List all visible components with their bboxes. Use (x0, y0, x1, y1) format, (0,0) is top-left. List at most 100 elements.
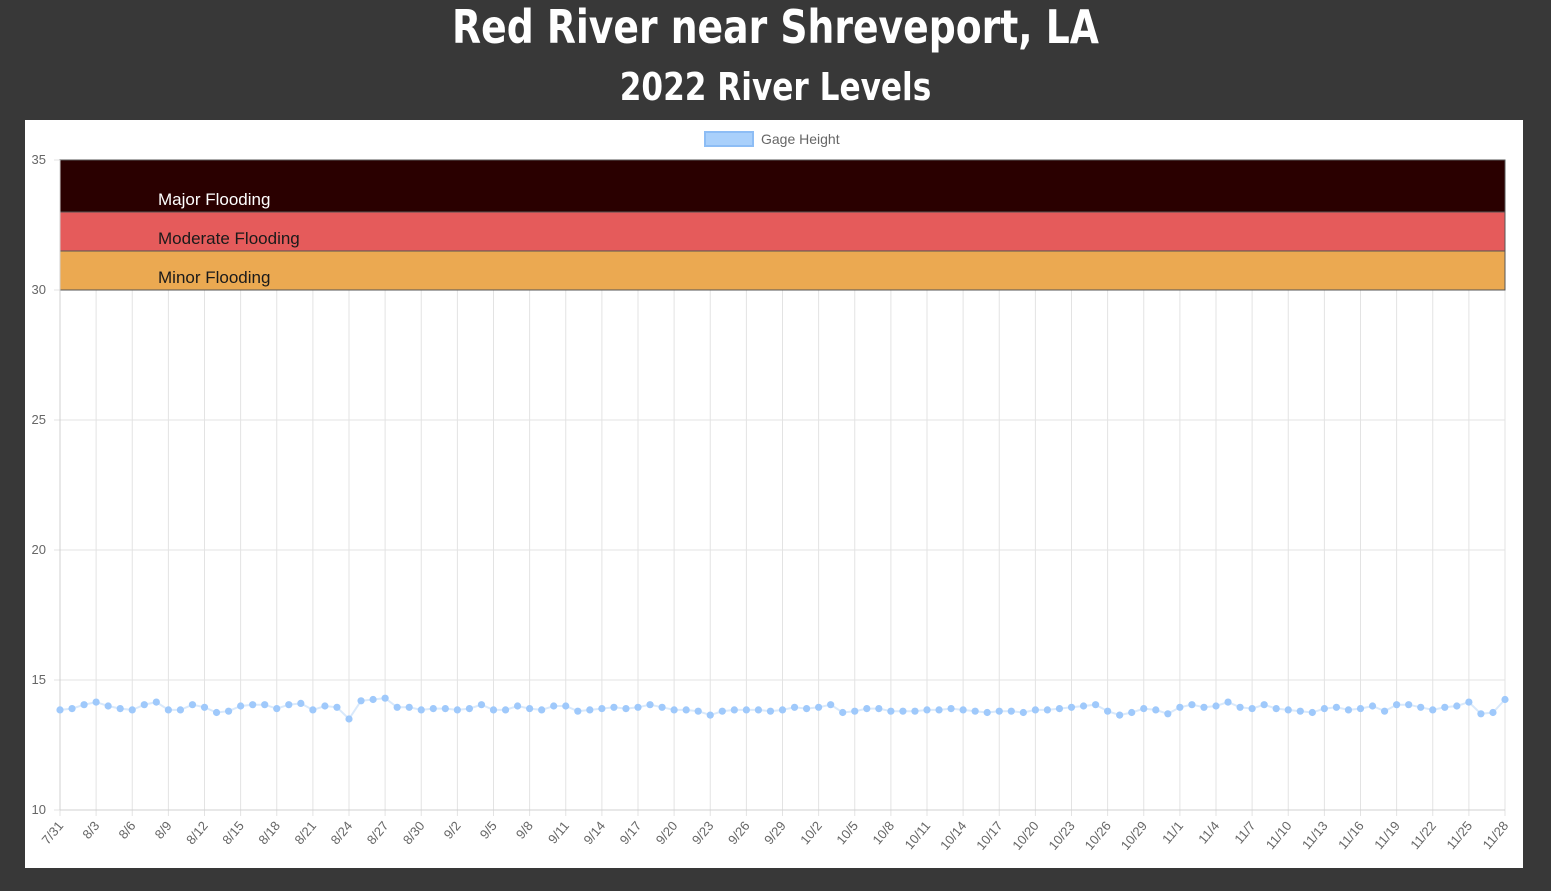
gage-height-point (1152, 706, 1160, 714)
gage-height-point (477, 701, 486, 709)
gage-height-point (1320, 705, 1328, 713)
gage-height-point (646, 701, 654, 709)
gage-height-point (489, 706, 498, 714)
gage-height-point (104, 702, 112, 710)
gage-height-point (887, 707, 895, 715)
gage-height-point (249, 701, 257, 709)
x-tick-label: 11/13 (1299, 818, 1331, 852)
x-tick-label: 9/17 (617, 818, 645, 847)
x-tick-label: 9/5 (477, 818, 500, 841)
gage-height-point (598, 705, 606, 713)
gage-height-point (778, 706, 787, 714)
x-tick-label: 9/11 (545, 818, 572, 846)
x-tick-label: 8/18 (255, 818, 283, 847)
gage-height-point (1091, 701, 1100, 709)
gage-height-point (1212, 702, 1220, 710)
gage-height-point (1368, 702, 1377, 710)
gage-height-point (1429, 706, 1437, 714)
gage-height-point (1380, 707, 1389, 715)
gage-height-point (261, 701, 269, 709)
flood-band-label: Major Flooding (158, 190, 270, 209)
x-tick-label: 9/23 (689, 818, 717, 847)
x-tick-label: 11/22 (1407, 818, 1439, 852)
x-tick-label: 11/4 (1195, 818, 1222, 846)
gage-height-point (1489, 708, 1497, 717)
x-tick-label: 11/1 (1159, 818, 1186, 846)
gage-height-point (1405, 701, 1413, 709)
x-tick-label: 9/2 (441, 818, 464, 841)
flood-band (59, 250, 1506, 291)
x-tick-label: 10/2 (797, 818, 825, 847)
gage-height-point (128, 706, 136, 714)
gage-height-point (188, 701, 197, 709)
gage-height-point (851, 707, 859, 715)
x-tick-label: 10/14 (937, 818, 969, 853)
gage-height-point (453, 706, 461, 714)
gage-height-point (550, 702, 558, 710)
gage-height-point (345, 715, 353, 723)
y-tick-label: 35 (32, 152, 46, 167)
gage-height-point (815, 703, 823, 711)
gage-height-point (1284, 706, 1292, 714)
gage-height-point (429, 705, 437, 713)
gage-height-point (393, 703, 401, 711)
x-tick-label: 8/27 (364, 818, 392, 847)
gage-height-point (959, 706, 967, 714)
gage-height-point (1465, 698, 1473, 706)
gage-height-point (706, 711, 714, 719)
gage-height-point (586, 706, 594, 714)
page-subtitle: 2022 River Levels (619, 65, 932, 109)
gage-height-point (995, 707, 1003, 715)
gage-height-point (1007, 707, 1015, 715)
gage-height-point (68, 705, 76, 713)
x-tick-label: 8/12 (183, 818, 211, 847)
x-tick-label: 8/15 (219, 818, 247, 847)
gage-height-point (1164, 710, 1172, 718)
y-tick-label: 20 (32, 542, 46, 557)
gage-height-point (947, 705, 955, 713)
gage-height-point (176, 706, 185, 714)
gage-height-point (513, 702, 522, 710)
flood-band (59, 159, 1506, 213)
gage-height-point (1236, 703, 1244, 711)
gage-height-point (802, 705, 811, 713)
gage-height-point (381, 694, 389, 702)
x-tick-label: 10/17 (973, 818, 1005, 853)
gage-height-point (1356, 705, 1365, 713)
x-tick-label: 10/29 (1118, 818, 1150, 853)
gage-height-point (827, 701, 835, 709)
x-tick-label: 9/20 (653, 818, 681, 847)
gage-height-point (333, 703, 341, 711)
gage-height-point (1260, 701, 1268, 709)
gage-height-point (1417, 703, 1425, 711)
gage-height-point (164, 706, 172, 714)
x-tick-label: 8/6 (115, 818, 138, 841)
x-tick-label: 11/19 (1371, 818, 1403, 852)
x-tick-label: 7/31 (39, 818, 67, 847)
gage-height-point (562, 702, 570, 710)
x-tick-label: 9/29 (761, 818, 789, 847)
page-title: Red River near Shreveport, LA (452, 0, 1099, 54)
x-tick-label: 8/9 (152, 818, 175, 841)
gage-height-point (1344, 706, 1353, 714)
gage-height-point (526, 705, 534, 713)
gage-height-point (694, 707, 702, 715)
gage-height-point (538, 706, 546, 714)
gage-height-point (309, 706, 317, 714)
x-tick-label: 11/7 (1231, 818, 1258, 846)
gage-height-point (935, 706, 943, 714)
gage-height-point (369, 695, 377, 704)
x-tick-label: 9/8 (513, 818, 536, 841)
flood-band-label: Moderate Flooding (158, 229, 300, 248)
gage-height-point (742, 706, 750, 714)
x-tick-label: 11/16 (1335, 818, 1367, 852)
gage-height-point (1296, 707, 1304, 715)
gage-height-point (56, 706, 64, 714)
gage-height-point (405, 703, 413, 711)
gage-height-point (730, 706, 738, 714)
gage-height-point (1188, 701, 1196, 709)
river-level-chart: 10 15 20 25 30 35 Major Flooding Moderate Flood… (32, 131, 1511, 853)
gage-height-point (1224, 698, 1232, 706)
gage-height-point (1043, 706, 1052, 714)
gage-height-point (417, 706, 425, 714)
